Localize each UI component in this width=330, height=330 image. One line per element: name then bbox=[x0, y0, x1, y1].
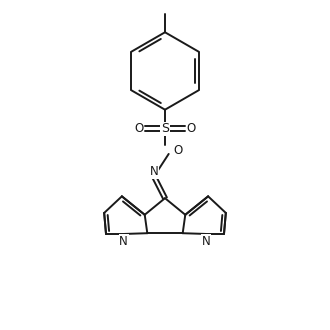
Text: O: O bbox=[135, 122, 144, 135]
Text: N: N bbox=[119, 235, 128, 248]
Text: N: N bbox=[202, 235, 211, 248]
Text: O: O bbox=[186, 122, 195, 135]
Text: S: S bbox=[161, 122, 169, 135]
Text: O: O bbox=[173, 144, 182, 157]
Text: N: N bbox=[149, 165, 158, 178]
